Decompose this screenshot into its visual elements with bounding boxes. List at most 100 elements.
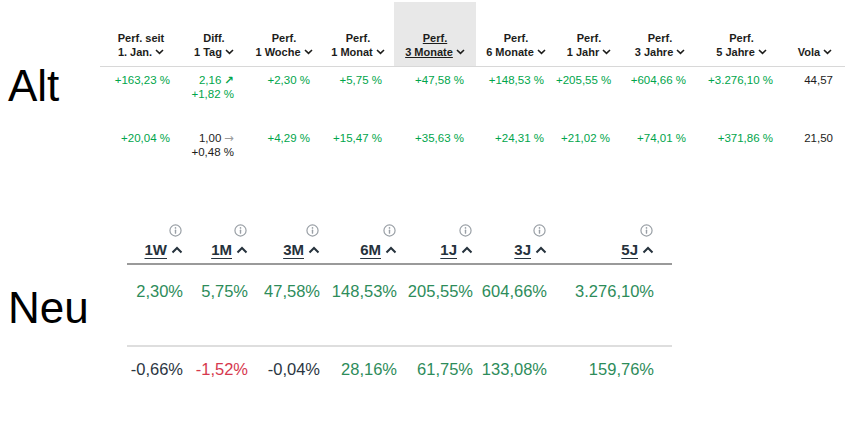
info-icon[interactable]: [459, 224, 472, 237]
info-icon[interactable]: [169, 224, 182, 237]
old-version-label: Alt: [8, 64, 59, 108]
perf-3m-value: -0,04%: [254, 347, 326, 379]
chevron-up-icon: [535, 246, 547, 254]
chevron-up-icon: [385, 246, 397, 254]
perf-1m-value: +5,75 %: [322, 67, 394, 113]
perf-5y-value: +371,86 %: [698, 119, 785, 165]
diff-1-tag-cell: 1,00→ +0,48 %: [182, 119, 246, 165]
perf-3y-value: 133,08%: [479, 347, 553, 379]
perf-3m-value: 47,58%: [254, 265, 326, 345]
column-header-line2: 1. Jan.: [118, 45, 152, 59]
column-header-line2: 3 Jahre: [635, 45, 674, 59]
perf-1m-value: -1,52%: [189, 347, 254, 379]
column-header-line2: 1 Tag: [194, 45, 222, 59]
column-header-label[interactable]: 1M: [211, 241, 232, 258]
perf-ytd-value: +163,23 %: [100, 67, 182, 113]
perf-1w-value: 2,30%: [127, 265, 189, 345]
perf-6m-value: +148,53 %: [476, 67, 556, 113]
column-header-line1: Perf.: [577, 31, 601, 45]
perf-1w-value: +2,30 %: [246, 67, 322, 113]
perf-5y-value: 159,76%: [553, 347, 672, 379]
table-row: +20,04 % 1,00→ +0,48 % +4,29 % +15,47 % …: [100, 119, 845, 165]
column-header-perf-3-jahre[interactable]: Perf. 3 Jahre: [622, 2, 698, 66]
chevron-down-icon: [225, 49, 234, 55]
perf-1y-value: +205,55 %: [556, 67, 622, 113]
column-header-line2: 1 Woche: [255, 45, 300, 59]
perf-1m-value: 5,75%: [189, 265, 254, 345]
trend-flat-arrow-icon: →: [224, 131, 234, 145]
column-header-line2: 3 Monate: [405, 45, 453, 59]
diff-abs-value: 2,16: [199, 73, 221, 87]
column-header-5j[interactable]: 5J: [553, 224, 672, 258]
column-header-line1: Perf.: [346, 31, 370, 45]
column-header-label[interactable]: 6M: [360, 241, 381, 258]
column-header-1m[interactable]: 1M: [189, 224, 254, 258]
info-icon[interactable]: [234, 224, 247, 237]
diff-pct-value: +0,48 %: [182, 145, 234, 159]
column-header-label[interactable]: 5J: [621, 241, 638, 258]
column-header-line1: Perf.: [423, 31, 447, 45]
column-header-perf-6-monate[interactable]: Perf. 6 Monate: [476, 2, 556, 66]
column-header-3j[interactable]: 3J: [479, 224, 553, 258]
column-header-line2: 1 Jahr: [567, 45, 599, 59]
perf-1w-value: +4,29 %: [246, 119, 322, 165]
perf-1y-value: +21,02 %: [556, 119, 622, 165]
column-header-label[interactable]: 1J: [440, 241, 457, 258]
column-header-line1: Perf.: [504, 31, 528, 45]
perf-ytd-value: +20,04 %: [100, 119, 182, 165]
column-header-line1: Diff.: [203, 31, 224, 45]
chevron-up-icon: [236, 246, 248, 254]
chevron-down-icon: [304, 49, 313, 55]
diff-pct-value: +1,82 %: [182, 87, 234, 101]
column-header-line2: 1 Monat: [331, 45, 373, 59]
new-table-header-row: 1W 1M 3M 6M 1J 3J 5J: [127, 224, 672, 265]
chevron-down-icon: [823, 49, 832, 55]
info-icon[interactable]: [533, 224, 546, 237]
chevron-up-icon: [461, 246, 473, 254]
info-icon[interactable]: [640, 224, 653, 237]
column-header-line1: Perf.: [729, 31, 753, 45]
info-icon[interactable]: [383, 224, 396, 237]
chevron-up-icon: [171, 246, 183, 254]
column-header-3m[interactable]: 3M: [254, 224, 326, 258]
perf-6m-value: +24,31 %: [476, 119, 556, 165]
perf-1m-value: +15,47 %: [322, 119, 394, 165]
column-header-6m[interactable]: 6M: [326, 224, 403, 258]
column-header-line2: 6 Monate: [486, 45, 534, 59]
column-header-line2: Vola: [798, 45, 820, 59]
column-header-line1: Perf.: [272, 31, 296, 45]
old-performance-table: Perf. seit 1. Jan. Diff. 1 Tag Perf. 1 W…: [100, 2, 845, 165]
perf-6m-value: 148,53%: [326, 265, 403, 345]
column-header-perf-1-monat[interactable]: Perf. 1 Monat: [322, 2, 394, 66]
column-header-perf-1-woche[interactable]: Perf. 1 Woche: [246, 2, 322, 66]
column-header-1j[interactable]: 1J: [403, 224, 479, 258]
perf-5y-value: 3.276,10%: [553, 265, 672, 345]
table-row: -0,66% -1,52% -0,04% 28,16% 61,75% 133,0…: [127, 347, 672, 379]
column-header-perf-seit-1-jan[interactable]: Perf. seit 1. Jan.: [100, 2, 182, 66]
new-performance-table: 1W 1M 3M 6M 1J 3J 5J 2,30% 5,75% 47,58: [127, 224, 672, 379]
perf-1y-value: 61,75%: [403, 347, 479, 379]
chevron-down-icon: [676, 49, 685, 55]
perf-3m-value: +47,58 %: [394, 67, 476, 113]
perf-1y-value: 205,55%: [403, 265, 479, 345]
column-header-line1: Perf. seit: [118, 31, 164, 45]
trend-up-arrow-icon: ↗: [224, 73, 234, 87]
column-header-vola[interactable]: Vola: [785, 2, 845, 66]
column-header-perf-3-monate-selected[interactable]: Perf. 3 Monate: [394, 2, 476, 66]
info-icon[interactable]: [306, 224, 319, 237]
column-header-perf-1-jahr[interactable]: Perf. 1 Jahr: [556, 2, 622, 66]
column-header-label[interactable]: 1W: [145, 241, 168, 258]
perf-3y-value: +604,66 %: [622, 67, 698, 113]
column-header-label[interactable]: 3J: [514, 241, 531, 258]
column-header-label[interactable]: 3M: [283, 241, 304, 258]
chevron-down-icon: [155, 49, 164, 55]
column-header-diff-1-tag[interactable]: Diff. 1 Tag: [182, 2, 246, 66]
column-header-1w[interactable]: 1W: [127, 224, 189, 258]
column-header-line2: 5 Jahre: [716, 45, 755, 59]
chevron-up-icon: [308, 246, 320, 254]
vola-value: 21,50: [785, 119, 845, 165]
perf-6m-value: 28,16%: [326, 347, 403, 379]
chevron-up-icon: [642, 246, 654, 254]
column-header-perf-5-jahre[interactable]: Perf. 5 Jahre: [698, 2, 785, 66]
table-row: 2,30% 5,75% 47,58% 148,53% 205,55% 604,6…: [127, 265, 672, 347]
